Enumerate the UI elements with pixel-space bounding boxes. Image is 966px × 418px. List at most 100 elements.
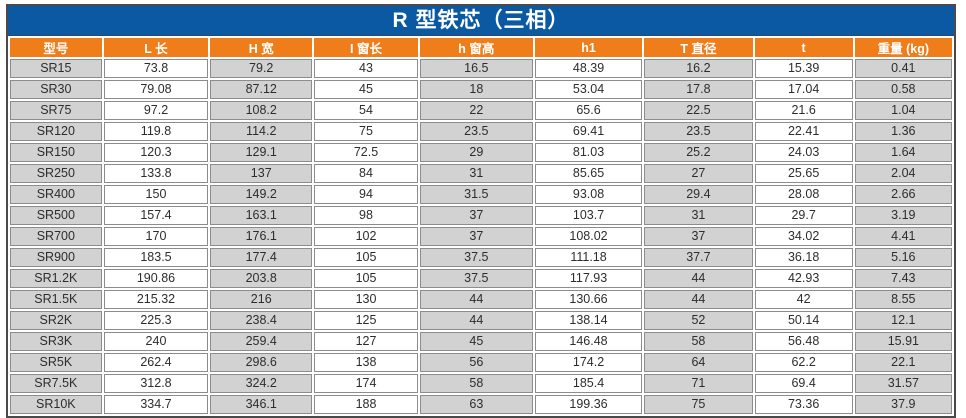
value-cell: 58 xyxy=(644,332,753,351)
value-cell: 28.08 xyxy=(754,185,853,204)
value-cell: 22.5 xyxy=(644,101,753,120)
value-cell: 324.2 xyxy=(210,374,313,393)
value-cell: 105 xyxy=(314,269,418,288)
value-cell: 81.03 xyxy=(534,143,643,162)
value-cell: 346.1 xyxy=(210,395,313,414)
value-cell: 79.2 xyxy=(210,59,313,78)
value-cell: 48.39 xyxy=(534,59,643,78)
value-cell: 69.41 xyxy=(534,122,643,141)
table-row: SR1.2K 190.86 203.8 105 37.5 117.93 44 42.93 7.4… xyxy=(10,269,952,288)
value-cell: 44 xyxy=(644,269,753,288)
value-cell: 42.93 xyxy=(754,269,853,288)
value-cell: 238.4 xyxy=(210,311,313,330)
value-cell: 69.4 xyxy=(754,374,853,393)
value-cell: 24.03 xyxy=(754,143,853,162)
column-header-window-length: I 窗长 xyxy=(314,38,418,57)
value-cell: 137 xyxy=(210,164,313,183)
column-header-t-diameter: T 直径 xyxy=(644,38,753,57)
value-cell: 98 xyxy=(314,206,418,225)
value-cell: 3.19 xyxy=(854,206,952,225)
value-cell: 129.1 xyxy=(210,143,313,162)
model-cell: SR7.5K xyxy=(10,374,102,393)
value-cell: 174.2 xyxy=(534,353,643,372)
value-cell: 62.2 xyxy=(754,353,853,372)
table-row: SR150 120.3 129.1 72.5 29 81.03 25.2 24.03 1.64 xyxy=(10,143,952,162)
value-cell: 50.14 xyxy=(754,311,853,330)
value-cell: 15.91 xyxy=(854,332,952,351)
model-cell: SR500 xyxy=(10,206,102,225)
value-cell: 240 xyxy=(103,332,209,351)
value-cell: 146.48 xyxy=(534,332,643,351)
value-cell: 44 xyxy=(644,290,753,309)
value-cell: 37.9 xyxy=(854,395,952,414)
value-cell: 72.5 xyxy=(314,143,418,162)
value-cell: 27 xyxy=(644,164,753,183)
value-cell: 157.4 xyxy=(103,206,209,225)
value-cell: 22.41 xyxy=(754,122,853,141)
value-cell: 84 xyxy=(314,164,418,183)
model-cell: SR15 xyxy=(10,59,102,78)
value-cell: 125 xyxy=(314,311,418,330)
model-cell: SR700 xyxy=(10,227,102,246)
value-cell: 120.3 xyxy=(103,143,209,162)
spec-table-frame: R 型铁芯（三相） 型号 L 长 H 宽 I 窗长 h 窗高 h1 T 直径 t… xyxy=(6,4,956,418)
table-row: SR30 79.08 87.12 45 18 53.04 17.8 17.04 0.58 xyxy=(10,80,952,99)
value-cell: 22.1 xyxy=(854,353,952,372)
value-cell: 176.1 xyxy=(210,227,313,246)
value-cell: 149.2 xyxy=(210,185,313,204)
value-cell: 56 xyxy=(419,353,533,372)
value-cell: 150 xyxy=(103,185,209,204)
value-cell: 71 xyxy=(644,374,753,393)
value-cell: 133.8 xyxy=(103,164,209,183)
value-cell: 0.41 xyxy=(854,59,952,78)
value-cell: 45 xyxy=(314,80,418,99)
column-header-t: t xyxy=(754,38,853,57)
value-cell: 2.04 xyxy=(854,164,952,183)
header-row: 型号 L 长 H 宽 I 窗长 h 窗高 h1 T 直径 t 重量 (kg) xyxy=(10,38,952,57)
column-header-model: 型号 xyxy=(10,38,102,57)
table-row: SR900 183.5 177.4 105 37.5 111.18 37.7 36.18 5.1… xyxy=(10,248,952,267)
table-row: SR120 119.8 114.2 75 23.5 69.41 23.5 22.41 1.36 xyxy=(10,122,952,141)
column-header-h1: h1 xyxy=(534,38,643,57)
value-cell: 2.66 xyxy=(854,185,952,204)
value-cell: 8.55 xyxy=(854,290,952,309)
value-cell: 117.93 xyxy=(534,269,643,288)
model-cell: SR1.2K xyxy=(10,269,102,288)
table-row: SR700 170 176.1 102 37 108.02 37 34.02 4.41 xyxy=(10,227,952,246)
value-cell: 103.7 xyxy=(534,206,643,225)
value-cell: 42 xyxy=(754,290,853,309)
column-header-window-height: h 窗高 xyxy=(419,38,533,57)
value-cell: 105 xyxy=(314,248,418,267)
table-row: SR500 157.4 163.1 98 37 103.7 31 29.7 3.19 xyxy=(10,206,952,225)
model-cell: SR3K xyxy=(10,332,102,351)
value-cell: 93.08 xyxy=(534,185,643,204)
value-cell: 36.18 xyxy=(754,248,853,267)
value-cell: 43 xyxy=(314,59,418,78)
value-cell: 63 xyxy=(419,395,533,414)
value-cell: 56.48 xyxy=(754,332,853,351)
model-cell: SR1.5K xyxy=(10,290,102,309)
value-cell: 12.1 xyxy=(854,311,952,330)
value-cell: 216 xyxy=(210,290,313,309)
table-row: SR7.5K 312.8 324.2 174 58 185.4 71 69.4 31.57 xyxy=(10,374,952,393)
value-cell: 29.7 xyxy=(754,206,853,225)
value-cell: 94 xyxy=(314,185,418,204)
value-cell: 21.6 xyxy=(754,101,853,120)
table-row: SR75 97.2 108.2 54 22 65.6 22.5 21.6 1.04 xyxy=(10,101,952,120)
value-cell: 259.4 xyxy=(210,332,313,351)
value-cell: 7.43 xyxy=(854,269,952,288)
value-cell: 87.12 xyxy=(210,80,313,99)
value-cell: 199.36 xyxy=(534,395,643,414)
model-cell: SR5K xyxy=(10,353,102,372)
table-row: SR400 150 149.2 94 31.5 93.08 29.4 28.08 2.66 xyxy=(10,185,952,204)
value-cell: 138.14 xyxy=(534,311,643,330)
value-cell: 174 xyxy=(314,374,418,393)
table-row: SR250 133.8 137 84 31 85.65 27 25.65 2.04 xyxy=(10,164,952,183)
value-cell: 37.5 xyxy=(419,269,533,288)
value-cell: 25.2 xyxy=(644,143,753,162)
value-cell: 130.66 xyxy=(534,290,643,309)
value-cell: 37 xyxy=(644,227,753,246)
value-cell: 17.8 xyxy=(644,80,753,99)
value-cell: 138 xyxy=(314,353,418,372)
table-row: SR15 73.8 79.2 43 16.5 48.39 16.2 15.39 0.41 xyxy=(10,59,952,78)
